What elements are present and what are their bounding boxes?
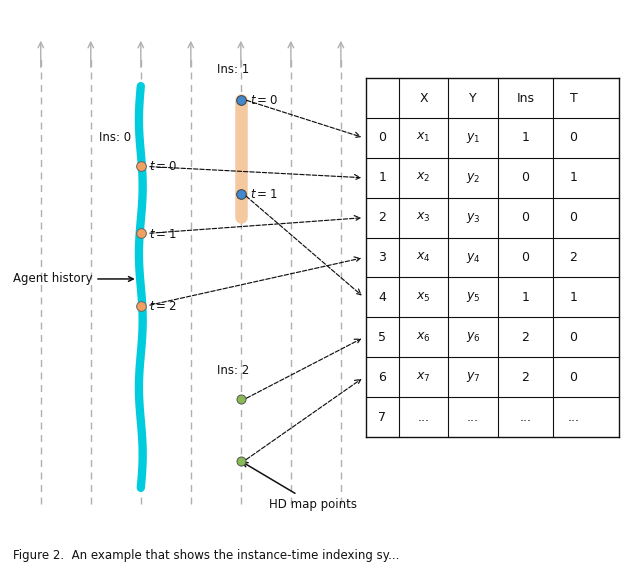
Text: 2: 2 — [378, 211, 386, 224]
Text: Ins: 0: Ins: 0 — [100, 131, 131, 144]
Text: Y: Y — [469, 92, 477, 104]
Text: Figure 2.  An example that shows the instance-time indexing sy...: Figure 2. An example that shows the inst… — [13, 548, 399, 562]
Text: $y_7$: $y_7$ — [466, 370, 480, 384]
Text: $t = 0$: $t = 0$ — [250, 93, 278, 107]
Text: 4: 4 — [378, 291, 386, 304]
Text: ...: ... — [467, 411, 479, 423]
Text: $x_7$: $x_7$ — [416, 370, 431, 384]
Text: $t = 2$: $t = 2$ — [149, 300, 176, 313]
Text: $y_2$: $y_2$ — [466, 170, 480, 185]
Text: Ins: 1: Ins: 1 — [216, 63, 249, 77]
Text: 2: 2 — [521, 331, 530, 344]
Text: 7: 7 — [378, 411, 387, 423]
Text: Ins: Ins — [516, 92, 535, 104]
Text: 1: 1 — [570, 291, 577, 304]
Text: 0: 0 — [570, 211, 577, 224]
Text: 1: 1 — [378, 171, 386, 184]
Text: 3: 3 — [378, 251, 386, 264]
Text: 0: 0 — [570, 371, 577, 384]
Text: $x_4$: $x_4$ — [416, 251, 431, 264]
Text: $x_2$: $x_2$ — [417, 171, 431, 184]
Text: $y_3$: $y_3$ — [466, 211, 480, 225]
Text: 6: 6 — [378, 371, 386, 384]
Text: $y_6$: $y_6$ — [466, 330, 480, 344]
Text: 2: 2 — [521, 371, 530, 384]
Text: Agent history: Agent history — [13, 272, 133, 286]
Text: $t = 1$: $t = 1$ — [250, 188, 278, 201]
Text: 2: 2 — [570, 251, 577, 264]
Text: ...: ... — [417, 411, 429, 423]
Text: ...: ... — [519, 411, 531, 423]
Text: 5: 5 — [378, 331, 387, 344]
Text: $x_6$: $x_6$ — [416, 331, 431, 344]
Text: 0: 0 — [570, 131, 577, 145]
Text: ...: ... — [568, 411, 579, 423]
Text: HD map points: HD map points — [243, 463, 357, 510]
Bar — [366, 78, 619, 437]
Text: $x_3$: $x_3$ — [416, 211, 431, 224]
Text: T: T — [570, 92, 577, 104]
Text: 1: 1 — [521, 131, 530, 145]
Text: 1: 1 — [570, 171, 577, 184]
Text: 0: 0 — [521, 211, 530, 224]
Text: $y_5$: $y_5$ — [466, 290, 480, 304]
Text: 0: 0 — [521, 171, 530, 184]
Text: 0: 0 — [570, 331, 577, 344]
Text: $t = 1$: $t = 1$ — [149, 228, 176, 241]
Text: 0: 0 — [521, 251, 530, 264]
Text: $x_5$: $x_5$ — [416, 291, 431, 304]
Text: Ins: 2: Ins: 2 — [216, 364, 249, 377]
Text: 1: 1 — [521, 291, 530, 304]
Text: 0: 0 — [378, 131, 387, 145]
Text: $t = 0$: $t = 0$ — [149, 160, 177, 173]
Text: X: X — [419, 92, 428, 104]
Text: $y_4$: $y_4$ — [466, 251, 480, 264]
Text: $y_1$: $y_1$ — [466, 131, 480, 145]
Text: $x_1$: $x_1$ — [416, 131, 431, 145]
